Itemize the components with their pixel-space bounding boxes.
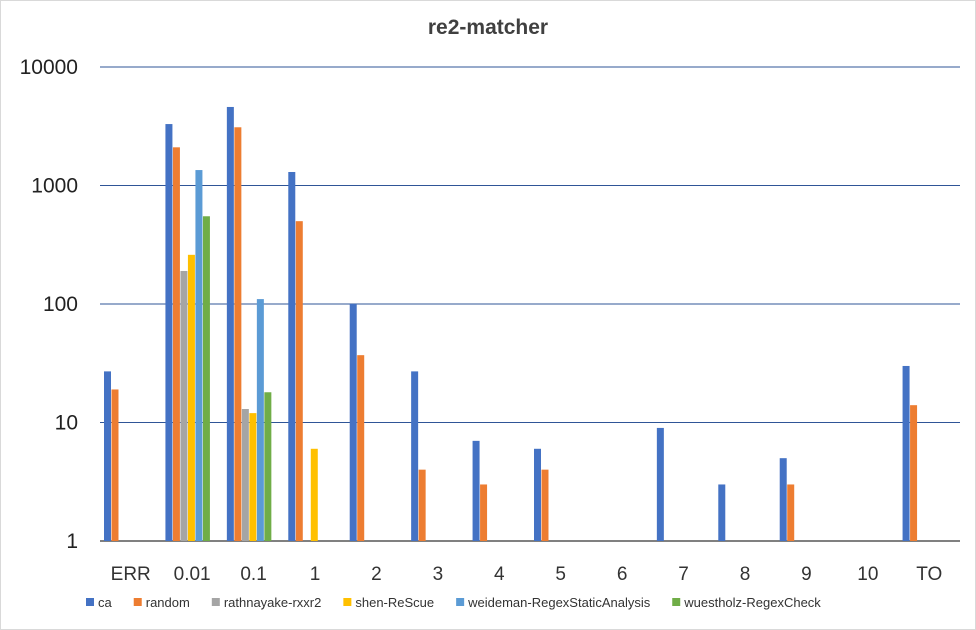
legend-swatch-random — [133, 598, 142, 606]
legend-swatch-shen-ReScue — [343, 598, 352, 606]
x-tick-label: 7 — [678, 564, 689, 585]
x-tick-label: 4 — [494, 564, 505, 585]
bar-ca-8 — [718, 484, 726, 541]
bar-ca-TO — [902, 365, 910, 541]
y-tick-label: 10 — [55, 412, 78, 435]
bar-random-4 — [480, 484, 488, 541]
gridlines — [100, 66, 960, 423]
legend-swatch-wuestholz-RegexCheck — [672, 598, 681, 606]
legend-swatch-weideman-RegexStaticAnalysis — [456, 598, 465, 606]
bar-ca-9 — [779, 458, 787, 541]
bar-random-0.1 — [234, 127, 242, 542]
x-tick-label: 6 — [617, 564, 628, 585]
x-tick-label: TO — [916, 564, 942, 585]
bar-random-TO — [910, 405, 918, 541]
legend-label-rathnayake-rxxr2: rathnayake-rxxr2 — [224, 595, 322, 610]
legend-label-random: random — [146, 595, 190, 610]
legend-label-wuestholz-RegexCheck: wuestholz-RegexCheck — [683, 595, 821, 610]
bar-ca-5 — [534, 448, 541, 541]
bar-ca-1 — [288, 171, 296, 541]
bar-wuestholz-RegexCheck-0.1 — [264, 392, 272, 541]
bar-random-0.01 — [172, 147, 180, 541]
bar-shen-ReScue-0.01 — [187, 254, 195, 541]
x-tick-label: 0.01 — [174, 564, 211, 585]
legend-label-shen-ReScue: shen-ReScue — [355, 595, 434, 610]
bar-random-9 — [787, 484, 795, 541]
bar-random-1 — [295, 221, 303, 541]
bar-ca-3 — [411, 371, 419, 541]
y-tick-label: 1000 — [31, 175, 78, 198]
legend: ca random rathnayake-rxxr2 shen-ReScue weide… — [86, 595, 821, 610]
y-tick-label: 100 — [43, 293, 78, 316]
legend-label-ca: ca — [98, 595, 113, 610]
x-axis: ERR 0.01 0.1 1 2 3 4 5 6 7 8 9 10 TO — [111, 564, 943, 585]
bar-ca-0.1 — [226, 106, 234, 541]
legend-label-weideman-RegexStaticAnalysis: weideman-RegexStaticAnalysis — [467, 595, 651, 610]
bar-ca-4 — [472, 440, 480, 541]
bar-random-ERR — [111, 389, 119, 541]
bar-shen-ReScue-0.1 — [249, 413, 257, 541]
x-tick-label: 1 — [310, 564, 321, 585]
bar-ca-0.01 — [165, 124, 173, 542]
bar-random-3 — [418, 469, 426, 541]
bar-weideman-RegexStaticAnalysis-0.1 — [256, 299, 264, 541]
bar-ca-ERR — [104, 371, 111, 541]
y-tick-label: 1 — [66, 530, 78, 553]
x-tick-label: ERR — [111, 564, 151, 585]
bar-rathnayake-rxxr2-0.1 — [241, 408, 249, 541]
y-tick-label: 10000 — [20, 56, 78, 79]
x-tick-label: 10 — [857, 564, 878, 585]
x-tick-label: 9 — [801, 564, 812, 585]
x-tick-label: 2 — [371, 564, 382, 585]
chart-title: re2-matcher — [428, 16, 548, 39]
x-tick-label: 8 — [740, 564, 751, 585]
x-tick-label: 3 — [433, 564, 444, 585]
bars — [104, 106, 918, 542]
legend-swatch-ca — [86, 598, 94, 606]
bar-shen-ReScue-1 — [310, 448, 318, 541]
bar-weideman-RegexStaticAnalysis-0.01 — [195, 170, 203, 541]
bar-ca-7 — [656, 427, 664, 541]
bar-random-2 — [357, 355, 365, 541]
bar-rathnayake-rxxr2-0.01 — [180, 270, 188, 541]
bar-random-5 — [541, 469, 549, 541]
x-tick-label: 0.1 — [240, 564, 266, 585]
bar-wuestholz-RegexCheck-0.01 — [202, 216, 210, 541]
x-tick-label: 5 — [555, 564, 566, 585]
legend-swatch-rathnayake-rxxr2 — [211, 598, 220, 606]
bar-ca-2 — [349, 304, 357, 541]
